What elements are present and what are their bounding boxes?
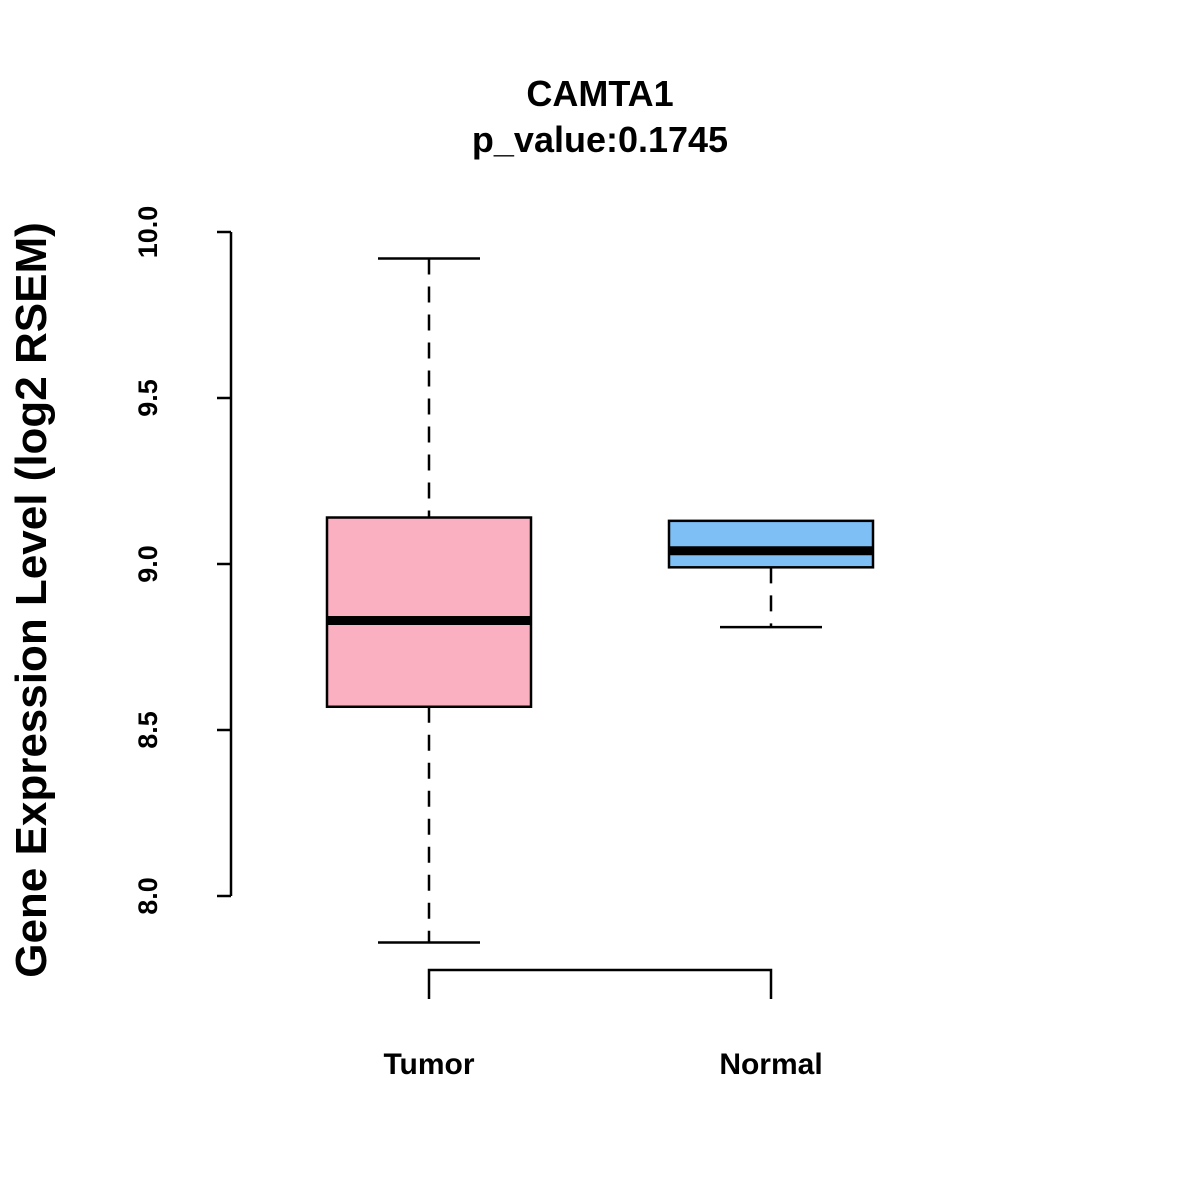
box-normal: [667, 519, 875, 629]
comparison-bracket: [427, 968, 773, 999]
y-axis: 8.0 8.5 9.0 9.5 10.0: [133, 206, 233, 915]
box-iqr: [667, 519, 875, 569]
chart-subtitle: p_value:0.1745: [472, 119, 728, 160]
box-iqr: [325, 516, 533, 709]
y-tick-label: 10.0: [133, 206, 163, 259]
y-axis-label: Gene Expression Level (log2 RSEM): [7, 222, 56, 978]
box-tumor: [325, 257, 533, 944]
x-label-normal: Normal: [719, 1048, 822, 1081]
y-tick-label: 9.0: [133, 545, 163, 583]
y-tick-label: 9.5: [133, 379, 163, 417]
chart-title: CAMTA1: [526, 73, 673, 114]
x-axis-labels: Tumor Normal: [383, 1048, 822, 1081]
bracket-line: [427, 968, 773, 999]
y-tick-label: 8.0: [133, 877, 163, 915]
x-label-tumor: Tumor: [383, 1048, 474, 1081]
box-series: [325, 257, 875, 944]
y-tick-label: 8.5: [133, 711, 163, 749]
